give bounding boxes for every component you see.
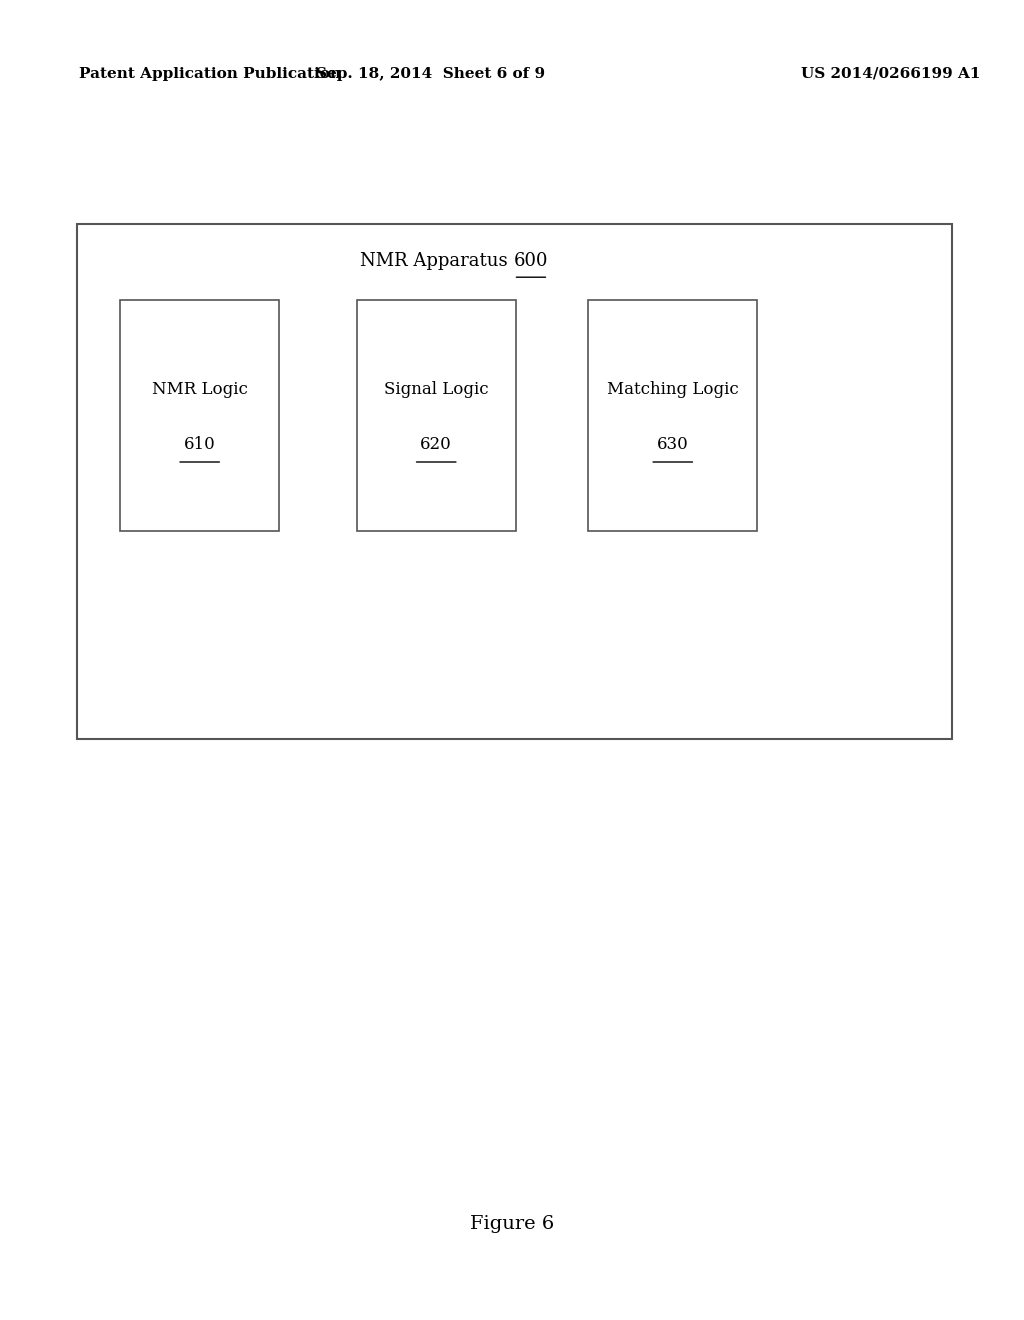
Text: 610: 610 (183, 437, 216, 453)
Text: Figure 6: Figure 6 (470, 1214, 554, 1233)
Text: Patent Application Publication: Patent Application Publication (79, 67, 341, 81)
FancyBboxPatch shape (588, 301, 758, 531)
FancyBboxPatch shape (121, 301, 279, 531)
FancyBboxPatch shape (356, 301, 515, 531)
Text: 630: 630 (656, 437, 689, 453)
Text: NMR Apparatus: NMR Apparatus (360, 252, 513, 271)
Text: 600: 600 (513, 252, 548, 271)
Text: Matching Logic: Matching Logic (607, 381, 738, 397)
Text: NMR Logic: NMR Logic (152, 381, 248, 397)
Text: Signal Logic: Signal Logic (384, 381, 488, 397)
Text: 620: 620 (420, 437, 453, 453)
Text: US 2014/0266199 A1: US 2014/0266199 A1 (801, 67, 981, 81)
FancyBboxPatch shape (77, 224, 952, 739)
Text: Sep. 18, 2014  Sheet 6 of 9: Sep. 18, 2014 Sheet 6 of 9 (315, 67, 545, 81)
